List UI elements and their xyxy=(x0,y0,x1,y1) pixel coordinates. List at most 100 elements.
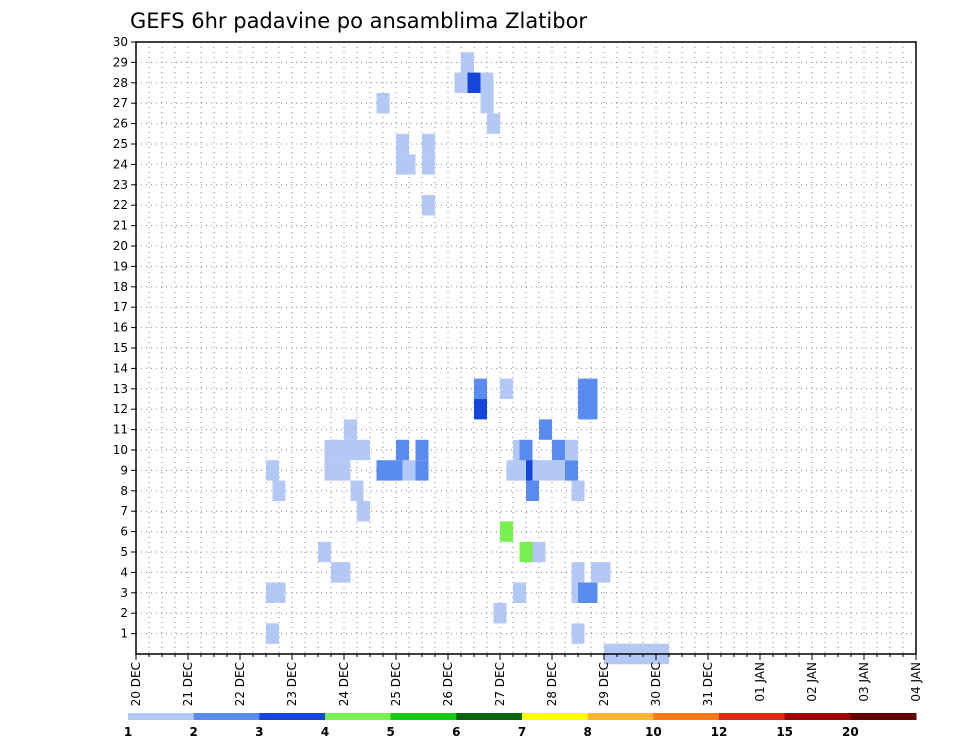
legend-swatch xyxy=(456,713,523,720)
precip-cell xyxy=(565,460,578,481)
y-tick-label: 20 xyxy=(113,239,128,253)
precip-cell xyxy=(266,460,279,481)
precip-cell xyxy=(376,93,390,114)
y-tick-label: 24 xyxy=(113,157,128,171)
precip-cell xyxy=(513,460,526,481)
y-tick-label: 2 xyxy=(120,606,128,620)
precip-cell xyxy=(324,460,338,481)
x-tick-label: 20 DEC xyxy=(129,662,143,706)
legend-swatch xyxy=(719,713,786,720)
legend-swatch xyxy=(259,713,326,720)
precip-cell xyxy=(337,460,351,481)
precip-cell xyxy=(513,582,526,603)
y-tick-label: 27 xyxy=(113,96,128,110)
precip-cell xyxy=(357,501,370,522)
precip-cell xyxy=(396,133,409,155)
precip-cell xyxy=(552,439,565,461)
precip-cell xyxy=(571,562,585,583)
y-tick-label: 28 xyxy=(113,76,128,90)
legend-swatch xyxy=(390,713,457,720)
precip-cell xyxy=(454,72,468,93)
precip-cell xyxy=(500,521,513,542)
y-tick-label: 17 xyxy=(113,300,128,314)
precip-cell xyxy=(357,439,370,461)
precip-cell xyxy=(584,399,598,420)
x-tick-label: 27 DEC xyxy=(493,662,507,706)
precip-cell xyxy=(331,439,344,461)
y-tick-label: 9 xyxy=(120,463,128,477)
precip-cell xyxy=(519,439,533,461)
legend-label: 6 xyxy=(452,725,460,739)
precip-cell xyxy=(402,154,416,175)
y-tick-label: 4 xyxy=(120,565,128,579)
legend-swatch xyxy=(325,713,392,720)
x-tick-label: 28 DEC xyxy=(545,662,559,706)
x-tick-label: 04 JAN xyxy=(909,662,923,702)
y-tick-label: 22 xyxy=(113,198,128,212)
precip-cell xyxy=(597,562,611,583)
precip-cell xyxy=(467,72,481,93)
legend-swatch xyxy=(522,713,589,720)
y-tick-label: 30 xyxy=(113,35,128,49)
legend-swatch xyxy=(653,713,720,720)
x-axis-labels: 20 DEC 21 DEC 22 DEC 23 DEC 24 DEC 25 DEC 26 D… xyxy=(129,662,923,706)
x-tick-label: 22 DEC xyxy=(233,662,247,706)
y-axis-labels: 1234567891011121314151617181920212223242… xyxy=(113,35,128,641)
y-tick-label: 11 xyxy=(113,423,128,437)
precip-cell xyxy=(318,541,331,563)
y-tick-label: 10 xyxy=(113,443,128,457)
precip-cell xyxy=(526,480,539,501)
legend-swatch xyxy=(784,713,851,720)
precip-cell xyxy=(344,419,357,440)
y-tick-label: 26 xyxy=(113,117,128,131)
precip-cell xyxy=(532,541,546,563)
x-tick-label: 25 DEC xyxy=(389,662,403,706)
precip-cell xyxy=(500,378,513,399)
legend-label: 1 xyxy=(124,725,132,739)
legend-label: 10 xyxy=(645,725,662,739)
legend-swatch xyxy=(587,713,654,720)
precip-cell xyxy=(571,480,585,501)
precip-cell xyxy=(480,93,494,114)
y-tick-label: 6 xyxy=(120,525,128,539)
precip-cell xyxy=(415,460,429,481)
precip-cell xyxy=(415,439,429,461)
y-tick-label: 18 xyxy=(113,280,128,294)
precip-cell xyxy=(389,460,403,481)
x-tick-label: 30 DEC xyxy=(649,662,663,706)
precip-cell xyxy=(344,439,357,461)
y-tick-label: 3 xyxy=(120,586,128,600)
x-tick-label: 02 JAN xyxy=(805,662,819,702)
y-tick-label: 29 xyxy=(113,55,128,69)
x-tick-label: 03 JAN xyxy=(857,662,871,702)
legend-swatch xyxy=(128,713,195,720)
precip-cell xyxy=(474,399,487,420)
legend-label: 4 xyxy=(321,725,329,739)
precip-cell xyxy=(376,460,390,481)
precip-cell xyxy=(545,460,559,481)
legend-swatch xyxy=(193,713,260,720)
precip-cell xyxy=(396,439,409,461)
y-tick-label: 21 xyxy=(113,219,128,233)
precip-cell xyxy=(461,52,474,73)
precip-cell xyxy=(539,419,552,440)
y-tick-label: 16 xyxy=(113,321,128,335)
legend-label: 8 xyxy=(583,725,591,739)
grid-lines xyxy=(136,41,916,654)
legend-label: 12 xyxy=(711,725,728,739)
legend-label: 3 xyxy=(255,725,263,739)
color-legend: 1 2 3 4 5 6 7 8 10 12 15 20 xyxy=(124,713,917,739)
y-tick-label: 15 xyxy=(113,341,128,355)
legend-label: 7 xyxy=(518,725,526,739)
legend-swatch xyxy=(850,713,917,720)
precip-cell xyxy=(493,603,507,624)
y-tick-label: 12 xyxy=(113,402,128,416)
precip-cell xyxy=(422,133,435,155)
precip-cell xyxy=(584,378,598,399)
x-tick-label: 21 DEC xyxy=(181,662,195,706)
y-tick-label: 1 xyxy=(120,627,128,641)
precip-cell xyxy=(474,378,487,399)
precip-cell xyxy=(532,460,546,481)
x-tick-label: 01 JAN xyxy=(753,662,767,702)
